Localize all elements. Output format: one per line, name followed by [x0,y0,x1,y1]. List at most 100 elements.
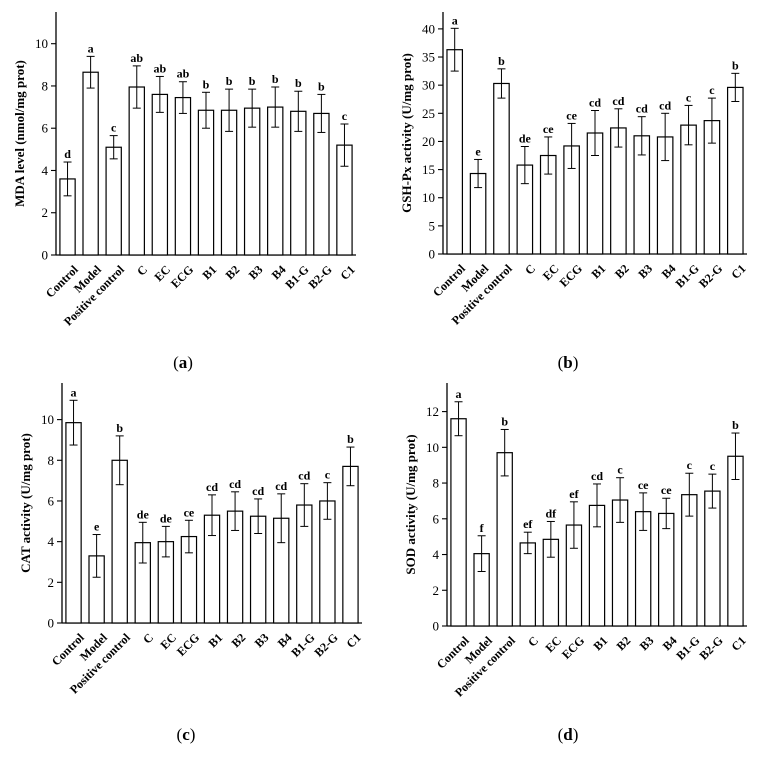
significance-letter: ab [177,67,190,81]
significance-letter: ef [523,517,533,531]
y-tick-label: 4 [42,163,49,178]
significance-letter: ab [130,51,143,65]
significance-letter: cd [206,480,218,494]
category-label: C1 [729,633,749,653]
category-label: B3 [252,630,272,650]
y-tick-label: 0 [433,619,440,634]
category-label: B1 [200,262,220,282]
y-tick-label: 4 [433,547,440,562]
significance-letter: c [617,463,623,477]
y-tick-label: 8 [433,476,440,491]
category-label: B3 [246,262,266,282]
significance-letter: de [160,511,173,525]
significance-letter: ce [566,108,577,122]
bar [105,146,122,256]
category-label: B2-G [305,262,334,291]
significance-letter: df [546,506,558,520]
bar [151,93,169,256]
bar [342,465,359,624]
significance-letter: c [710,459,716,473]
bar [519,542,536,627]
significance-letter: ef [569,487,579,501]
category-label: C [140,630,156,646]
bar [450,418,467,627]
category-label: ECG [168,262,196,290]
category-label: ECG [557,261,585,289]
y-axis-label: SOD activity (U/mg prot) [403,434,418,574]
category-label: B2 [614,633,634,653]
category-label: C1 [728,261,748,281]
category-label: B1-G [288,630,317,659]
category-label: B2 [229,630,249,650]
significance-letter: a [71,385,77,399]
y-tick-label: 6 [433,511,440,526]
y-tick-label: 8 [42,78,49,93]
significance-letter: cd [636,102,648,116]
panel-label: (a) [173,353,193,372]
bar [726,86,744,255]
significance-letter: cd [252,484,264,498]
bar [290,110,307,256]
bar [65,422,82,624]
y-tick-label: 35 [422,50,435,65]
significance-letter: cd [589,95,601,109]
y-tick-label: 25 [422,106,435,121]
y-tick-label: 2 [433,583,440,598]
significance-letter: b [318,79,325,93]
significance-letter: c [686,90,692,104]
category-label: B1 [206,630,226,650]
significance-letter: de [137,507,150,521]
bar [658,512,675,627]
bar [313,112,330,256]
category-label: B3 [637,633,657,653]
significance-letter: b [272,72,279,86]
y-axis-label: MDA level (nmol/mg prot) [12,60,27,207]
panel-label: (b) [558,353,579,372]
significance-letter: c [687,458,693,472]
y-axis-label: CAT activity (U/mg prot) [18,433,33,573]
significance-letter: ce [543,122,554,136]
category-label: B3 [635,261,655,281]
significance-letter: ce [638,478,649,492]
y-tick-label: 30 [422,78,435,93]
y-tick-label: 0 [42,248,49,263]
significance-letter: b [226,74,233,88]
bar [493,82,510,255]
significance-letter: cd [298,469,310,483]
significance-letter: b [295,76,302,90]
bar [446,49,464,255]
y-tick-label: 0 [429,247,436,262]
y-tick-label: 10 [41,412,54,427]
significance-letter: b [501,414,508,428]
significance-letter: e [475,144,481,158]
significance-letter: cd [275,479,287,493]
significance-letter: cd [659,98,671,112]
category-label: B2-G [311,630,340,659]
significance-letter: cd [591,469,603,483]
significance-letter: c [325,468,331,482]
y-tick-label: 10 [422,190,435,205]
significance-letter: a [88,41,94,55]
significance-letter: a [452,13,458,27]
significance-letter: b [203,77,210,91]
bar [197,109,215,256]
y-tick-label: 2 [48,575,55,590]
significance-letter: ce [661,483,672,497]
y-tick-label: 6 [48,493,55,508]
significance-letter: d [64,147,71,161]
category-label: B1-G [282,262,311,291]
category-label: B1 [589,261,609,281]
significance-letter: e [94,520,100,534]
significance-letter: b [732,58,739,72]
significance-letter: c [709,83,715,97]
bar [496,452,513,627]
bar [220,109,238,256]
bar [243,107,261,256]
significance-letter: de [519,132,532,146]
category-label: C [134,262,150,278]
significance-letter: cd [229,477,241,491]
